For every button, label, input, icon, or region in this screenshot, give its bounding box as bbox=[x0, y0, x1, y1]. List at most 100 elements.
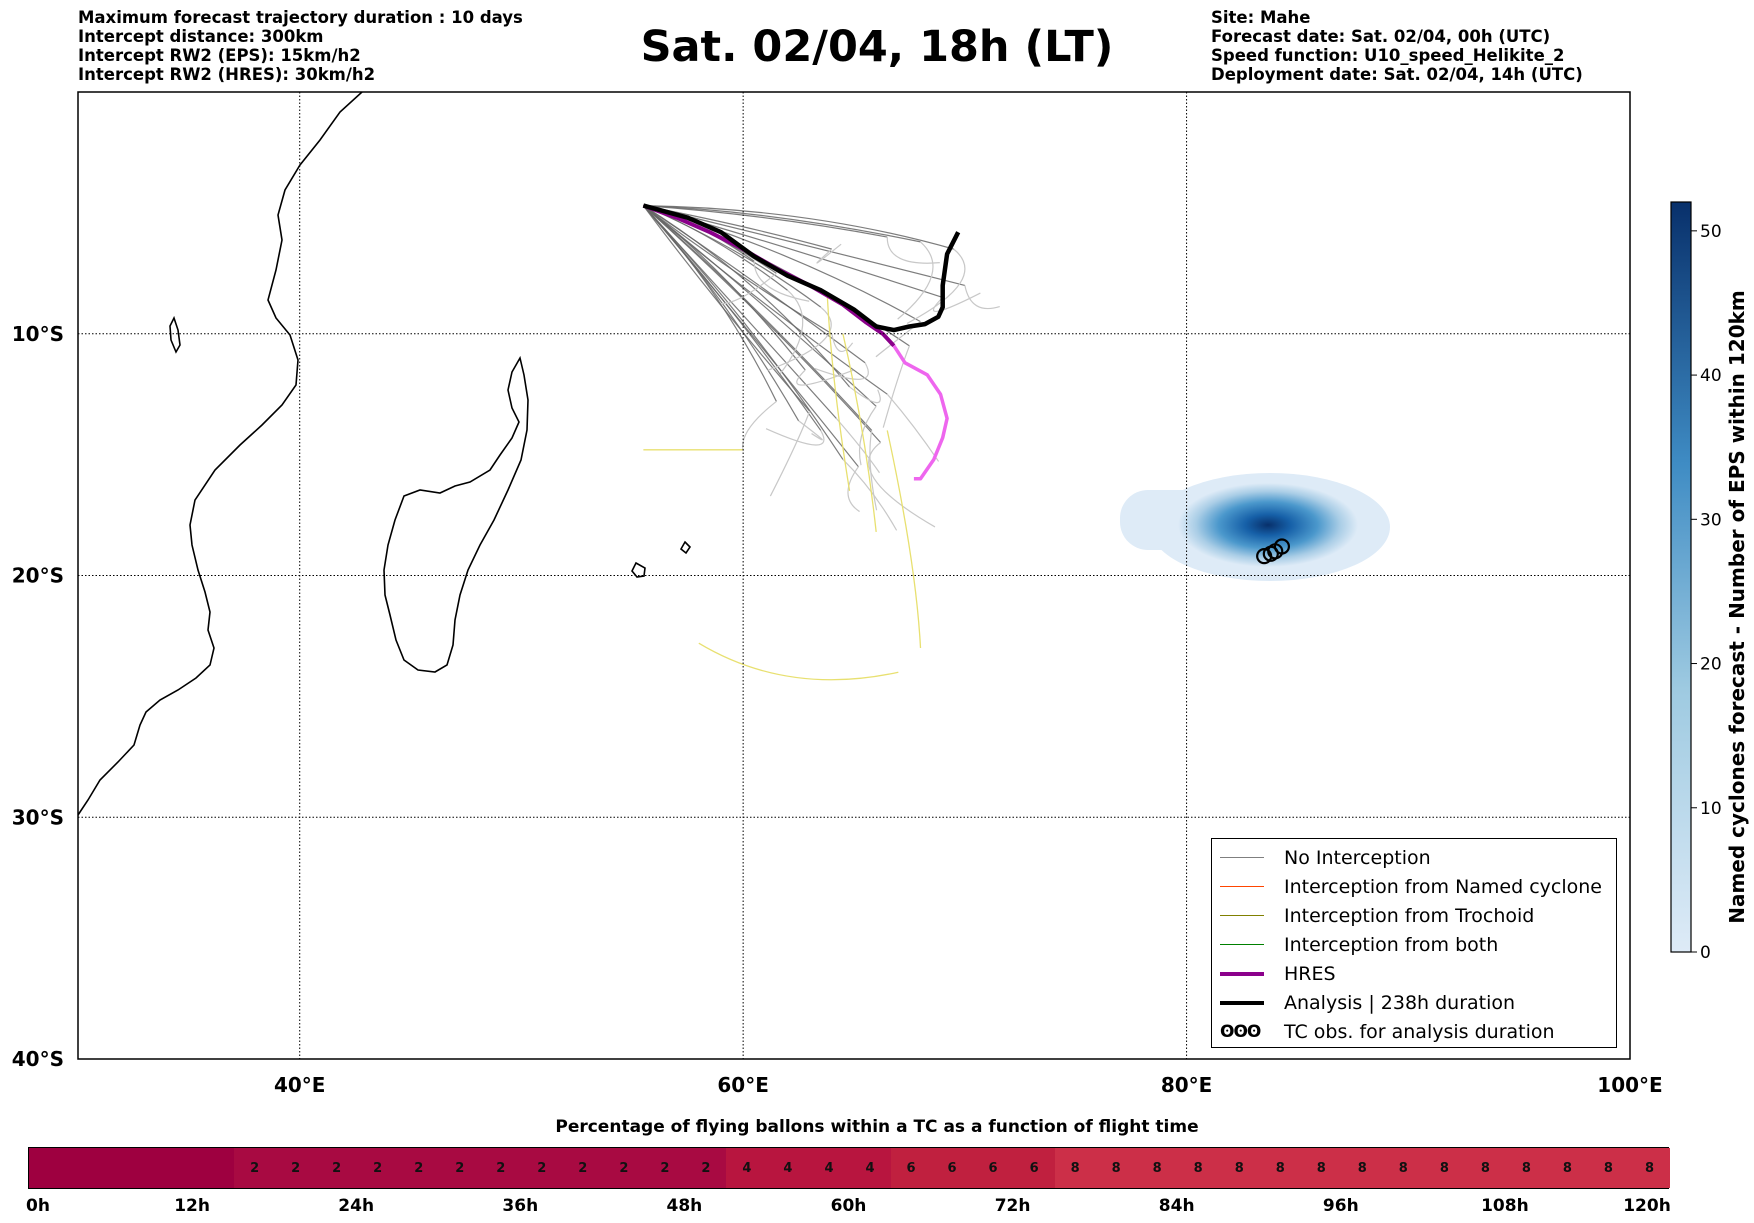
trochoid-late-trajectory bbox=[886, 430, 922, 649]
legend-swatch bbox=[1220, 971, 1264, 976]
percentage-cell: 6 bbox=[947, 1160, 957, 1176]
legend-item: Interception from Trochoid bbox=[1220, 901, 1534, 930]
percentage-tick-label: 24h bbox=[338, 1196, 375, 1216]
legend-swatch bbox=[1220, 886, 1264, 887]
header-line: Maximum forecast trajectory duration : 1… bbox=[78, 8, 523, 27]
ensemble-late-trajectory bbox=[886, 237, 940, 264]
percentage-segment bbox=[890, 1148, 1055, 1188]
ensemble-late-trajectory bbox=[742, 400, 777, 452]
percentage-tick-label: 96h bbox=[1322, 1196, 1359, 1216]
lon-tick-label: 80°E bbox=[1161, 1073, 1213, 1097]
legend-item: Interception from both bbox=[1220, 930, 1498, 959]
trochoid-late-trajectory bbox=[826, 297, 851, 491]
ensemble-late-trajectory bbox=[767, 306, 832, 371]
legend-item: Analysis | 238h duration bbox=[1220, 988, 1515, 1017]
colorbar-tick-label: 10 bbox=[1700, 799, 1722, 819]
legend-swatch bbox=[1220, 1000, 1264, 1005]
legend-label: HRES bbox=[1284, 962, 1336, 985]
header-right: Site: Mahe Forecast date: Sat. 02/04, 00… bbox=[1211, 8, 1583, 84]
analysis-trajectory bbox=[642, 203, 961, 333]
ensemble-trajectory bbox=[643, 205, 806, 371]
header-line: Intercept RW2 (HRES): 30km/h2 bbox=[78, 65, 376, 84]
percentage-cell: 8 bbox=[1152, 1160, 1162, 1176]
tc-obs-marker bbox=[1273, 538, 1291, 555]
legend-label: Interception from Named cyclone bbox=[1284, 875, 1602, 898]
percentage-cell: 6 bbox=[988, 1160, 998, 1176]
lat-tick-label: 20°S bbox=[12, 564, 64, 588]
legend-swatch bbox=[1220, 915, 1264, 916]
colorbar-tick-label: 30 bbox=[1700, 510, 1722, 530]
map-grid bbox=[78, 92, 1630, 1059]
comoros-island bbox=[169, 315, 181, 354]
percentage-cell: 2 bbox=[496, 1160, 506, 1176]
percentage-cell: 2 bbox=[578, 1160, 588, 1176]
percentage-segment bbox=[1054, 1148, 1670, 1188]
percentage-tick-label: 84h bbox=[1158, 1196, 1195, 1216]
ensemble-trajectory bbox=[643, 205, 822, 308]
header-left: Maximum forecast trajectory duration : 1… bbox=[78, 8, 523, 84]
ensemble-late-trajectory bbox=[831, 333, 854, 352]
ensemble-late-trajectory bbox=[769, 410, 811, 497]
ensemble-trajectory bbox=[643, 205, 866, 364]
ensemble-trajectory bbox=[642, 205, 873, 431]
trochoid-late-trajectory bbox=[698, 642, 899, 681]
percentage-cell: 4 bbox=[783, 1160, 793, 1176]
ensemble-late-trajectory bbox=[869, 430, 878, 511]
percentage-segment bbox=[726, 1148, 891, 1188]
percentage-cell: 4 bbox=[824, 1160, 834, 1176]
ensemble-trajectory bbox=[642, 205, 888, 395]
header-line: Intercept RW2 (EPS): 15km/h2 bbox=[78, 46, 361, 65]
small-island bbox=[679, 540, 692, 555]
percentage-cell: 2 bbox=[660, 1160, 670, 1176]
percentage-cell: 8 bbox=[1357, 1160, 1367, 1176]
lat-tick-label: 30°S bbox=[12, 805, 64, 829]
percentage-cell: 2 bbox=[537, 1160, 547, 1176]
percentage-cell: 2 bbox=[291, 1160, 301, 1176]
percentage-cell: 6 bbox=[906, 1160, 916, 1176]
ensemble-late-trajectory bbox=[886, 393, 940, 462]
percentage-cell: 8 bbox=[1521, 1160, 1531, 1176]
percentage-cell: 2 bbox=[619, 1160, 629, 1176]
ensemble-late-trajectory bbox=[868, 442, 936, 528]
colorbar-scale bbox=[1670, 201, 1692, 953]
percentage-cell: 6 bbox=[1029, 1160, 1039, 1176]
percentage-cell: 8 bbox=[1562, 1160, 1572, 1176]
colorbar-tick-label: 50 bbox=[1700, 222, 1722, 242]
ensemble-late-trajectory bbox=[897, 241, 934, 320]
percentage-tick-label: 36h bbox=[502, 1196, 539, 1216]
percentage-cell: 2 bbox=[701, 1160, 711, 1176]
legend-label: TC obs. for analysis duration bbox=[1284, 1020, 1555, 1043]
legend-label: Interception from both bbox=[1284, 933, 1499, 956]
colorbar: 0 10 20 30 40 50 bbox=[1670, 201, 1722, 963]
percentage-bar-title: Percentage of flying ballons within a TC… bbox=[555, 1117, 1199, 1137]
colorbar-ticks: 0 10 20 30 40 50 bbox=[1691, 222, 1722, 963]
coastlines bbox=[78, 92, 692, 816]
percentage-tick-label: 0h bbox=[26, 1196, 50, 1216]
hres-late-trajectory bbox=[892, 344, 949, 481]
percentage-cell: 8 bbox=[1644, 1160, 1654, 1176]
percentage-tick-label: 108h bbox=[1481, 1196, 1529, 1216]
percentage-cell: 4 bbox=[865, 1160, 875, 1176]
percentage-cell: 2 bbox=[332, 1160, 342, 1176]
colorbar-tick-label: 20 bbox=[1700, 655, 1722, 675]
header-line: Intercept distance: 300km bbox=[78, 27, 324, 46]
legend-label: Analysis | 238h duration bbox=[1284, 991, 1516, 1014]
map-frame bbox=[77, 91, 1631, 1060]
ensemble-late-trajectory bbox=[765, 428, 825, 446]
percentage-cell: 8 bbox=[1275, 1160, 1285, 1176]
percentage-tick-label: 72h bbox=[994, 1196, 1031, 1216]
legend-label: Interception from Trochoid bbox=[1284, 904, 1535, 927]
legend-swatch bbox=[1220, 944, 1264, 945]
percentage-segment bbox=[29, 1148, 235, 1188]
trochoid-late-trajectory bbox=[842, 333, 877, 533]
ensemble-late-trajectory bbox=[858, 405, 877, 466]
ensemble-trajectory bbox=[642, 205, 777, 402]
lon-tick-label: 100°E bbox=[1597, 1073, 1662, 1097]
percentage-cell: 2 bbox=[373, 1160, 383, 1176]
map-area bbox=[78, 92, 1630, 1059]
ensemble-late-trajectory bbox=[906, 248, 966, 324]
header-line: Site: Mahe bbox=[1211, 8, 1311, 27]
late-trajectories bbox=[643, 237, 1000, 681]
ensemble-late-trajectory bbox=[814, 362, 869, 380]
